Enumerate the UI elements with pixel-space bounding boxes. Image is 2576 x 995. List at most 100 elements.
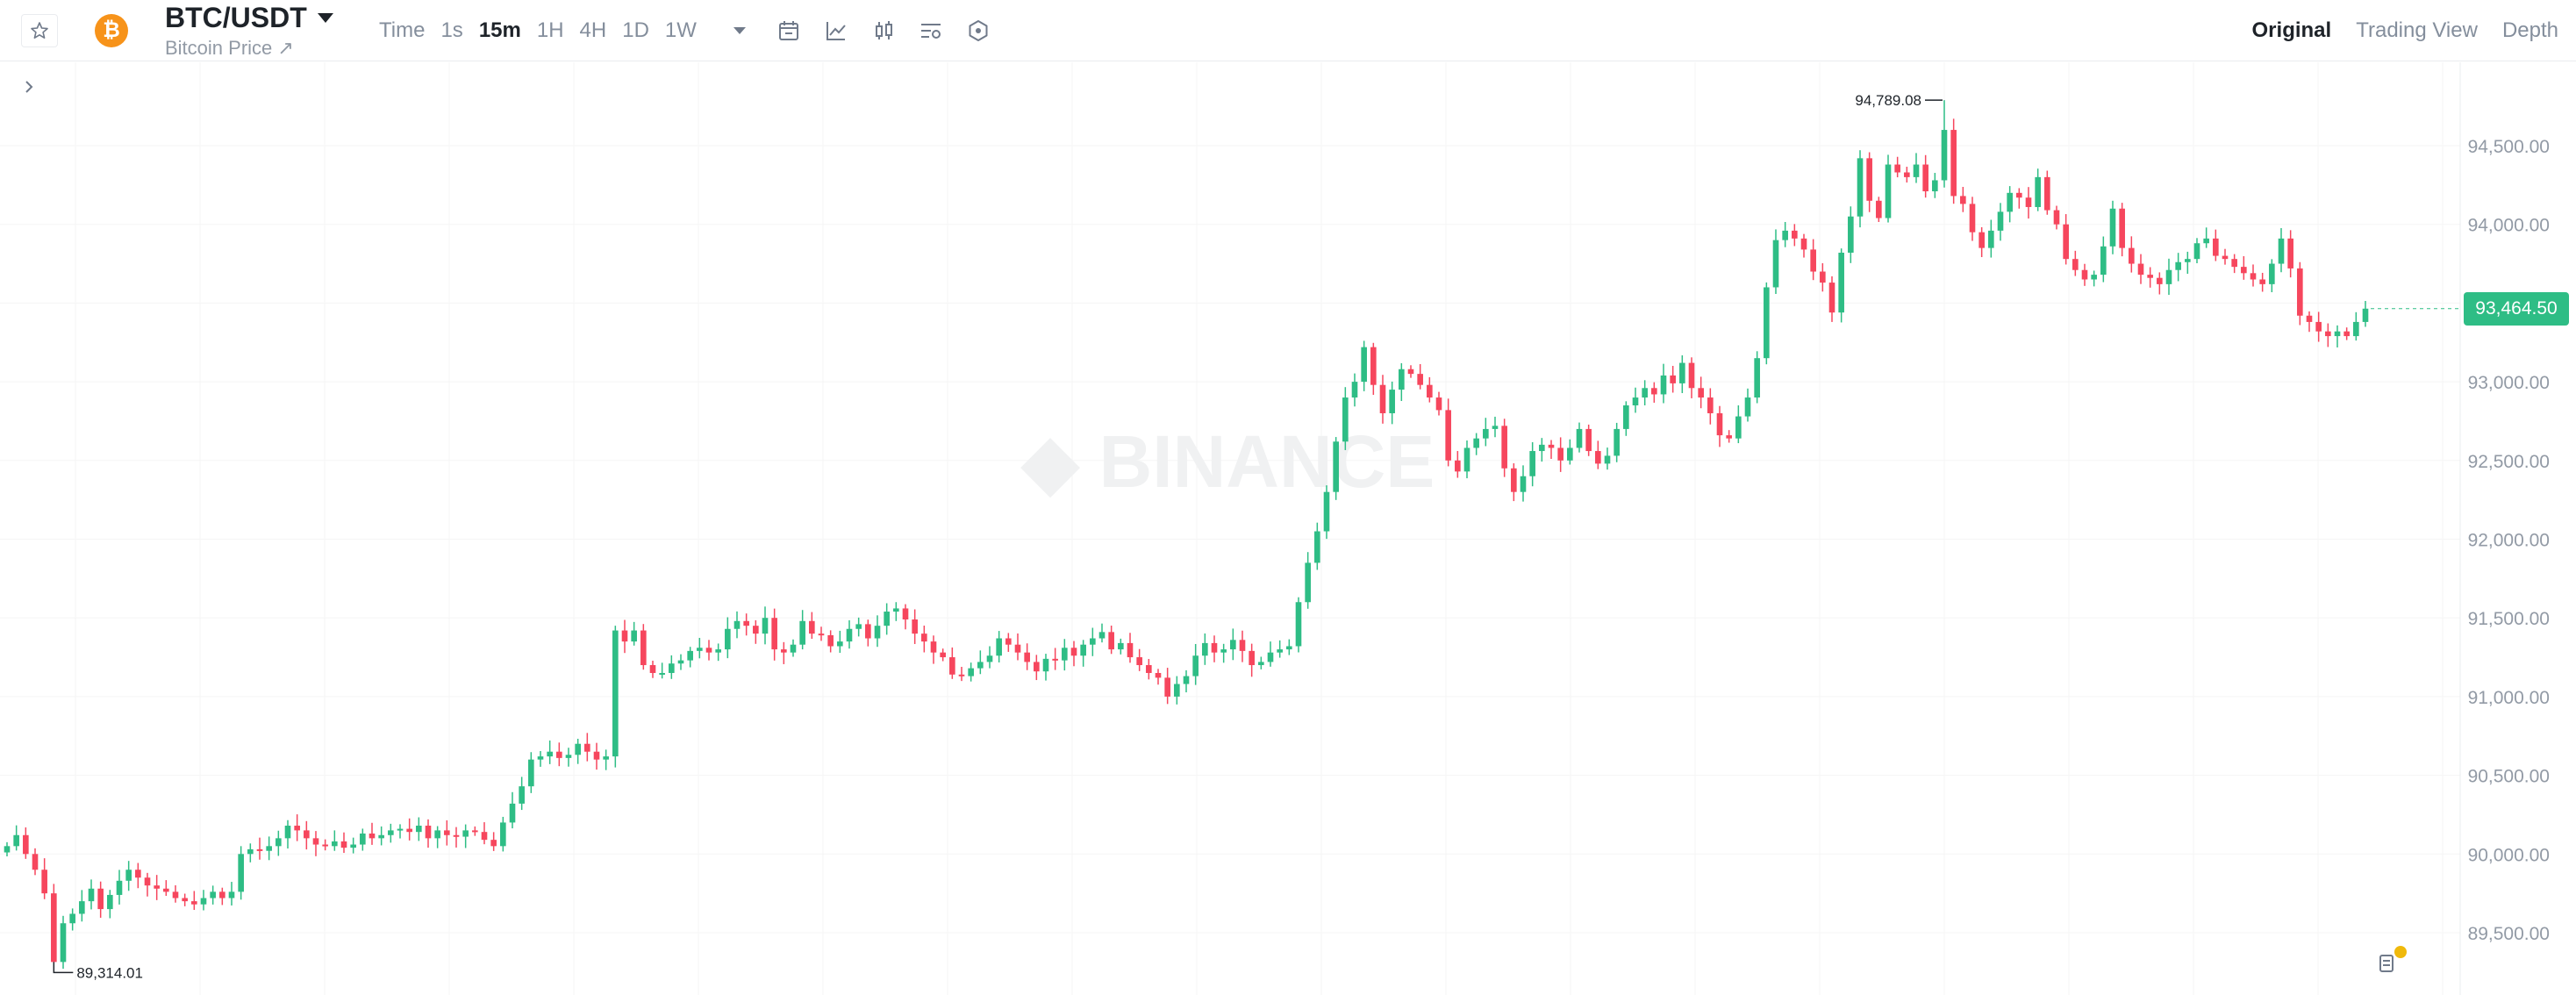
candle-body: [1894, 164, 1900, 173]
candle-body: [949, 657, 955, 675]
candle-body: [733, 620, 741, 629]
candle-body: [2269, 263, 2275, 284]
candle-body: [1660, 375, 1667, 395]
order-book-icon[interactable]: [2369, 946, 2404, 981]
candle-body: [1707, 397, 1714, 413]
candle-body: [500, 822, 506, 847]
candle-body: [238, 854, 244, 892]
candle-body: [210, 891, 216, 898]
indicator-chart-icon[interactable]: [812, 13, 860, 48]
candle-body: [369, 833, 376, 839]
candle-body: [2213, 238, 2219, 256]
candle-body: [1772, 240, 1779, 288]
candle-body: [2287, 238, 2293, 268]
candle-body: [603, 756, 609, 760]
candle-body: [135, 870, 141, 878]
star-icon: [31, 22, 48, 39]
candle-body: [200, 898, 207, 905]
candle-body: [705, 648, 712, 653]
candle-body: [1435, 397, 1442, 411]
candle-body: [1445, 410, 1451, 461]
candle-body: [1323, 491, 1330, 532]
candle-body: [1370, 347, 1377, 385]
candle-body: [1127, 642, 1134, 658]
tab-depth[interactable]: Depth: [2501, 18, 2558, 42]
asset-price-link[interactable]: Bitcoin Price ↗: [165, 37, 294, 59]
candle-body: [2241, 267, 2247, 274]
candle-body: [2193, 243, 2200, 260]
candle-body: [266, 846, 272, 851]
candle-body: [1997, 211, 2004, 231]
symbol-title[interactable]: BTC/USDT: [165, 2, 307, 33]
candle-body: [154, 885, 160, 889]
candle-body: [2250, 273, 2257, 280]
candle-body: [930, 641, 937, 653]
candle-body: [69, 913, 75, 924]
candle-body: [378, 834, 384, 839]
tab-original[interactable]: Original: [2251, 18, 2332, 42]
candle-body: [1192, 655, 1199, 676]
candle-body: [528, 759, 534, 787]
candle-body: [97, 888, 104, 910]
y-axis-tick-label: 91,500.00: [2468, 609, 2550, 629]
candle-body: [256, 848, 263, 851]
candle-body: [1866, 158, 1872, 201]
more-intervals-caret-icon[interactable]: [733, 27, 746, 34]
candle-body: [1136, 657, 1142, 666]
candle-body: [1155, 672, 1162, 678]
chart-settings-icon[interactable]: [907, 13, 955, 48]
expand-sidebar-button[interactable]: [16, 74, 42, 100]
candle-body: [1614, 428, 1620, 456]
candle-body: [60, 923, 67, 963]
candle-body: [1922, 164, 1928, 192]
interval-15m[interactable]: 15m: [478, 18, 521, 42]
candle-body: [2044, 176, 2050, 211]
candle-body: [1407, 369, 1414, 375]
favorite-star-button[interactable]: [21, 14, 58, 47]
candle-body: [2147, 275, 2153, 278]
candle-body: [677, 660, 684, 664]
y-axis-tick-label: 89,500.00: [2468, 924, 2550, 944]
candle-body: [996, 638, 1002, 656]
hexagon-settings-icon[interactable]: [955, 13, 1002, 48]
candle-body: [2035, 176, 2041, 207]
y-axis-tick-label: 90,000.00: [2468, 845, 2550, 865]
interval-1w[interactable]: 1W: [664, 18, 697, 42]
candlestick-type-icon[interactable]: [860, 13, 907, 48]
candle-body: [1876, 200, 1882, 218]
candle-body: [32, 854, 39, 870]
candlestick-chart[interactable]: 94,500.0094,000.0093,500.0093,000.0092,5…: [0, 62, 2576, 995]
candle-body: [1651, 388, 1657, 395]
candle-body: [125, 870, 132, 881]
candle-body: [182, 898, 188, 902]
candle-body: [1744, 397, 1751, 417]
interval-4h[interactable]: 4H: [579, 18, 607, 42]
symbol-dropdown-caret-icon[interactable]: [318, 13, 333, 23]
calendar-icon[interactable]: [765, 13, 812, 48]
interval-1h[interactable]: 1H: [536, 18, 564, 42]
candle-body: [2063, 224, 2069, 260]
candle-body: [1164, 677, 1170, 697]
candle-body: [584, 743, 590, 752]
candle-body: [23, 834, 29, 855]
chart-canvas[interactable]: 94,500.0094,000.0093,500.0093,000.0092,5…: [0, 62, 2576, 995]
candle-body: [1941, 130, 1948, 181]
interval-1d[interactable]: 1D: [622, 18, 649, 42]
candle-body: [2109, 208, 2116, 247]
candle-body: [2343, 331, 2350, 337]
tab-trading-view[interactable]: Trading View: [2356, 18, 2478, 42]
candle-body: [2353, 321, 2359, 337]
interval-selector: Time 1s 15m 1H 4H 1D 1W: [379, 0, 1002, 61]
candle-body: [1473, 438, 1479, 448]
candle-body: [697, 648, 703, 651]
candle-body: [884, 612, 890, 626]
candle-body: [1548, 444, 1555, 448]
interval-time[interactable]: Time: [379, 18, 426, 42]
candle-body: [649, 665, 656, 673]
candle-body: [472, 830, 478, 833]
candle-body: [2334, 331, 2341, 337]
interval-1s[interactable]: 1s: [440, 18, 463, 42]
candle-body: [753, 626, 759, 634]
candle-body: [2016, 192, 2022, 198]
candle-body: [1314, 531, 1320, 563]
